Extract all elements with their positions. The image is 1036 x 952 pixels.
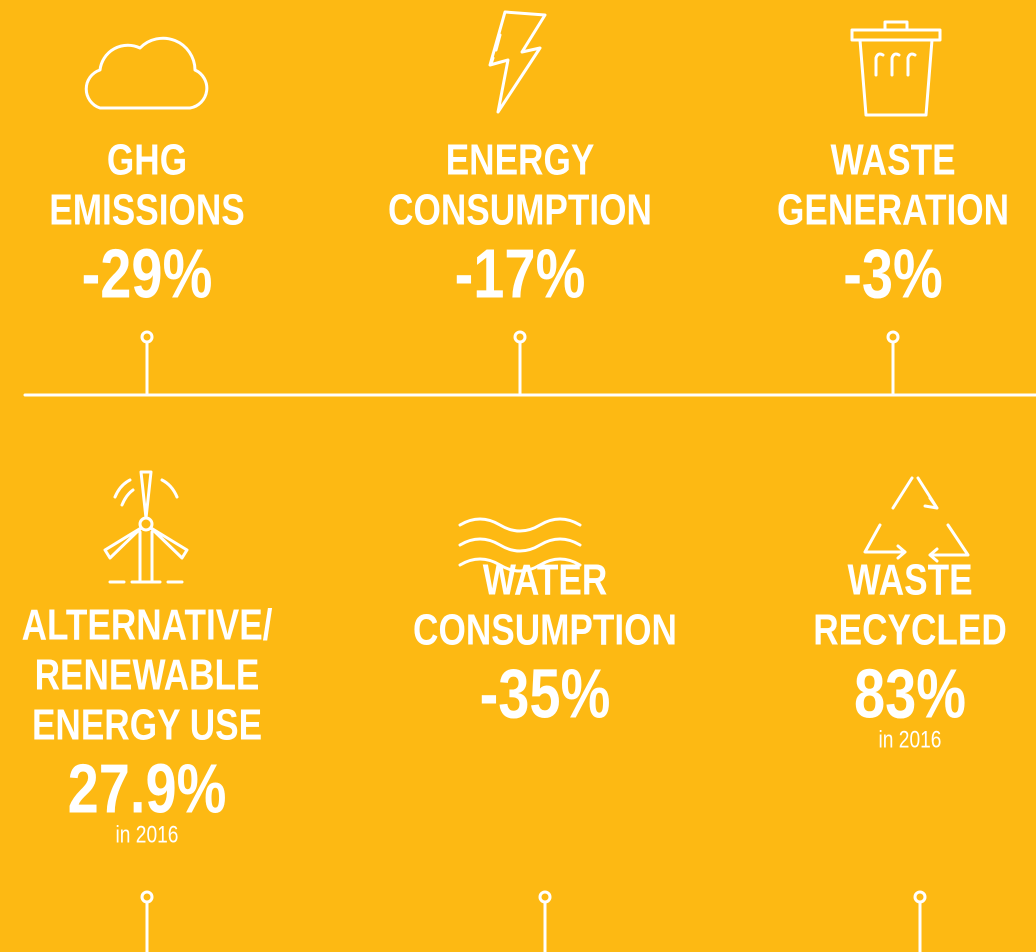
item-label-group: ENERGY USE [32, 701, 262, 750]
item-note: in 2016 [879, 725, 942, 753]
item-label: EMISSIONS [49, 186, 245, 235]
item-label: RECYCLED [813, 606, 1007, 655]
lightning-icon [488, 10, 547, 114]
item-value-group: -3% [843, 236, 943, 313]
item-label-group: WASTE [830, 136, 955, 185]
item-value: -29% [82, 236, 213, 313]
item-label-group: GENERATION [777, 186, 1009, 235]
item-label-group: ENERGY [446, 136, 595, 185]
item-value-group: -35% [480, 656, 611, 733]
waves-icon [458, 517, 582, 573]
turbine-icon [103, 470, 189, 584]
item-value: 83% [854, 656, 966, 733]
item-label: WASTE [830, 136, 955, 185]
item-label-group: WASTE [847, 556, 972, 605]
item-note: in 2016 [116, 820, 179, 848]
item-label: WASTE [847, 556, 972, 605]
item-value-group: -17% [455, 236, 586, 313]
item-label: CONSUMPTION [413, 606, 677, 655]
cloud-icon [84, 36, 209, 110]
item-value-group: 83% [854, 656, 966, 733]
item-label-group: GHG [107, 136, 187, 185]
item-label: GHG [107, 136, 187, 185]
item-label-group: ALTERNATIVE/ [22, 601, 273, 650]
item-label: ENERGY [446, 136, 595, 185]
item-value: -3% [843, 236, 943, 313]
item-value: -17% [455, 236, 586, 313]
item-label-group: CONSUMPTION [413, 606, 677, 655]
item-label-group: RENEWABLE [35, 651, 260, 700]
item-label: WATER [483, 556, 607, 605]
item-label-group: RECYCLED [813, 606, 1007, 655]
item-label-group: CONSUMPTION [388, 186, 652, 235]
item-label: ENERGY USE [32, 701, 262, 750]
item-label-group: WATER [483, 556, 607, 605]
item-note-group: in 2016 [879, 725, 942, 753]
item-value: 27.9% [68, 751, 227, 828]
item-value-group: 27.9% [68, 751, 227, 828]
item-value-group: -29% [82, 236, 213, 313]
item-label: ALTERNATIVE/ [22, 601, 273, 650]
item-value: -35% [480, 656, 611, 733]
connectors [23, 330, 1036, 952]
item-label: GENERATION [777, 186, 1009, 235]
item-label: RENEWABLE [35, 651, 260, 700]
trash-icon [850, 20, 942, 117]
item-note-group: in 2016 [116, 820, 179, 848]
recycle-icon [863, 476, 970, 563]
item-label: CONSUMPTION [388, 186, 652, 235]
item-label-group: EMISSIONS [49, 186, 245, 235]
